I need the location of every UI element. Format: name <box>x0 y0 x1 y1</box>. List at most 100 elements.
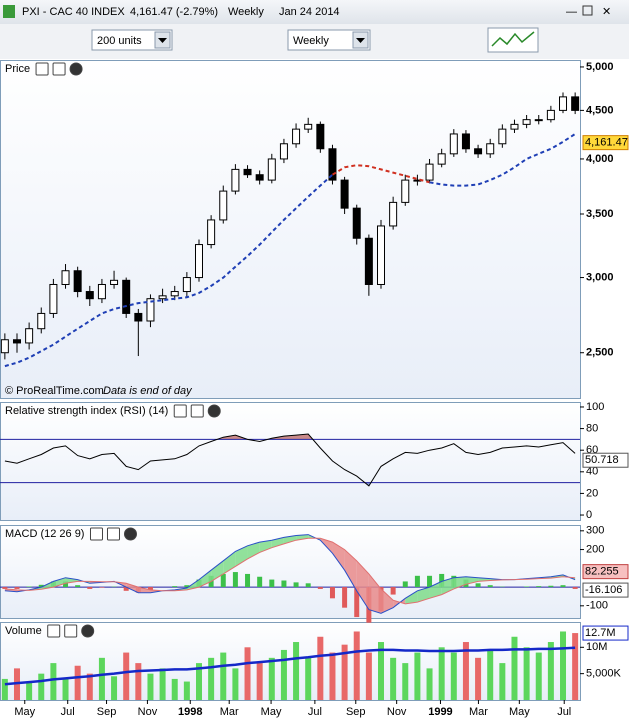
candle-body <box>377 225 386 285</box>
last-value-box: 82.255 <box>582 564 629 580</box>
volume-bar <box>26 681 33 700</box>
y-tick-label: 3,000 <box>586 271 614 283</box>
volume-bar <box>123 652 130 700</box>
line <box>4 433 576 487</box>
candle-body <box>279 143 288 160</box>
histogram-bar <box>439 573 445 588</box>
overbought-fill <box>4 434 576 440</box>
last-value-box <box>582 625 629 641</box>
y-tick-label: 4,500 <box>586 104 614 116</box>
macd-fill <box>126 583 139 593</box>
panel-background <box>0 60 581 399</box>
histogram-bar <box>402 581 408 588</box>
close[interactable]: ✕ <box>602 6 611 18</box>
y-tick-label: 10M <box>586 641 607 653</box>
candle-body <box>37 312 46 330</box>
period-dropdown[interactable] <box>287 29 371 51</box>
candle-body <box>292 128 301 145</box>
y-tick-label: 200 <box>586 543 604 555</box>
period-value: Weekly <box>293 35 329 47</box>
quote: 4,161.47 (-2.79%) <box>130 6 218 18</box>
volume-bar <box>147 673 154 700</box>
volume-bar <box>462 642 469 700</box>
panel-window-button[interactable] <box>64 624 78 638</box>
macd-fill <box>417 587 430 603</box>
candle-body <box>231 168 240 192</box>
x-tick-label: Nov <box>387 706 407 718</box>
y-tick-label: 20 <box>586 487 598 499</box>
dropdown-arrow <box>158 38 167 43</box>
minimize[interactable]: — <box>566 6 577 18</box>
y-tick-label: 0 <box>586 509 592 521</box>
volume-bar <box>256 663 263 700</box>
y-tick-label: 4,000 <box>586 153 614 165</box>
panel-window-button[interactable] <box>190 404 204 418</box>
last-value-box <box>582 564 629 580</box>
histogram-bar <box>487 585 493 588</box>
volume-bar <box>86 673 93 700</box>
last-value-label: 4,161.47 <box>585 137 628 149</box>
candle-body <box>0 339 9 354</box>
histogram-bar <box>293 582 299 588</box>
histogram-bar <box>172 586 178 588</box>
volume-bar <box>426 668 433 700</box>
histogram-bar <box>269 579 275 588</box>
volume-bar <box>232 668 239 700</box>
last-value-box <box>582 582 629 598</box>
last-value-label: 50.718 <box>585 454 619 466</box>
volume-bar <box>535 652 542 700</box>
panel-window-button[interactable] <box>52 62 66 76</box>
macd-fill <box>235 545 248 567</box>
panel-wrench-button[interactable] <box>173 404 187 418</box>
y-tick-label: 5,000 <box>586 61 614 73</box>
date: Jan 24 2014 <box>279 6 340 18</box>
histogram-bar <box>414 575 420 588</box>
candle-body <box>25 328 34 344</box>
macd-fill <box>53 577 66 588</box>
candle-body <box>97 283 106 300</box>
panel-close-button[interactable] <box>69 62 83 76</box>
candle-body <box>364 237 373 285</box>
histogram-bar <box>184 585 190 588</box>
histogram-bar <box>147 587 153 590</box>
volume-bar <box>171 678 178 700</box>
panel-wrench-button[interactable] <box>89 527 103 541</box>
candle-body <box>389 201 398 227</box>
candle-body <box>243 168 252 176</box>
volume-bar <box>487 649 494 700</box>
panel-close-button[interactable] <box>123 527 137 541</box>
x-tick-label: 1999 <box>428 706 452 718</box>
last-value-box: 12.7M <box>582 625 629 641</box>
panel-wrench-button[interactable] <box>35 62 49 76</box>
candle-body <box>559 96 568 111</box>
volume-bar <box>305 657 312 700</box>
indicator-icon <box>491 31 535 47</box>
panel-window-button[interactable] <box>106 527 120 541</box>
volume-bar <box>50 663 57 700</box>
macd-fill <box>211 560 224 582</box>
maximize[interactable] <box>582 5 593 16</box>
volume-bar <box>402 663 409 700</box>
panel-close-button[interactable] <box>81 624 95 638</box>
y-tick-label: 100 <box>586 401 604 413</box>
histogram-bar <box>99 587 105 588</box>
candle-body <box>110 279 119 285</box>
units-dropdown[interactable] <box>91 29 173 51</box>
x-tick-label: Jul <box>61 706 75 718</box>
line <box>331 164 430 184</box>
last-value-box: -16.106 <box>582 582 629 598</box>
panel-wrench-button[interactable] <box>47 624 61 638</box>
volume-bar <box>499 663 506 700</box>
candle-body <box>49 283 58 314</box>
macd-fill <box>247 542 260 559</box>
candle-body <box>328 148 337 181</box>
candle-body <box>510 123 519 130</box>
volume-bar <box>98 657 105 700</box>
macd-fill <box>259 540 272 553</box>
panel-close-button[interactable] <box>207 404 221 418</box>
candle-body <box>316 123 325 150</box>
candle-body <box>122 279 131 314</box>
indicator-button[interactable] <box>487 27 539 53</box>
